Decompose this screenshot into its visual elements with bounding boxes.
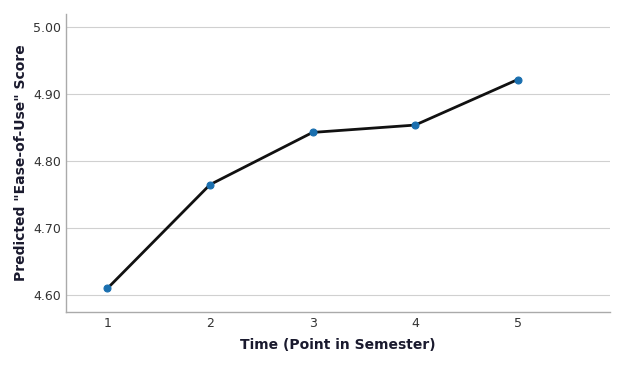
X-axis label: Time (Point in Semester): Time (Point in Semester) [240,338,436,352]
Y-axis label: Predicted "Ease-of-Use" Score: Predicted "Ease-of-Use" Score [14,45,28,281]
